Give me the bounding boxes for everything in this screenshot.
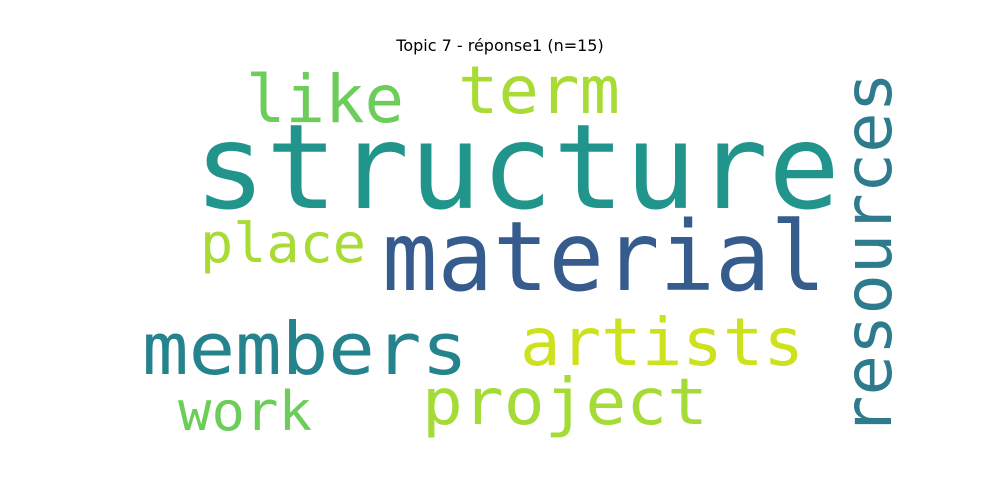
word-resources: resources — [830, 72, 907, 436]
word-place: place — [200, 212, 366, 275]
word-term: term — [458, 52, 620, 129]
word-structure: structure — [194, 98, 840, 236]
word-material: material — [382, 201, 826, 313]
word-artists: artists — [520, 304, 804, 381]
word-like: like — [246, 61, 404, 138]
chart-title: Topic 7 - réponse1 (n=15) — [396, 36, 604, 55]
word-members: members — [142, 307, 468, 391]
word-project: project — [422, 366, 708, 440]
word-work: work — [178, 380, 312, 443]
